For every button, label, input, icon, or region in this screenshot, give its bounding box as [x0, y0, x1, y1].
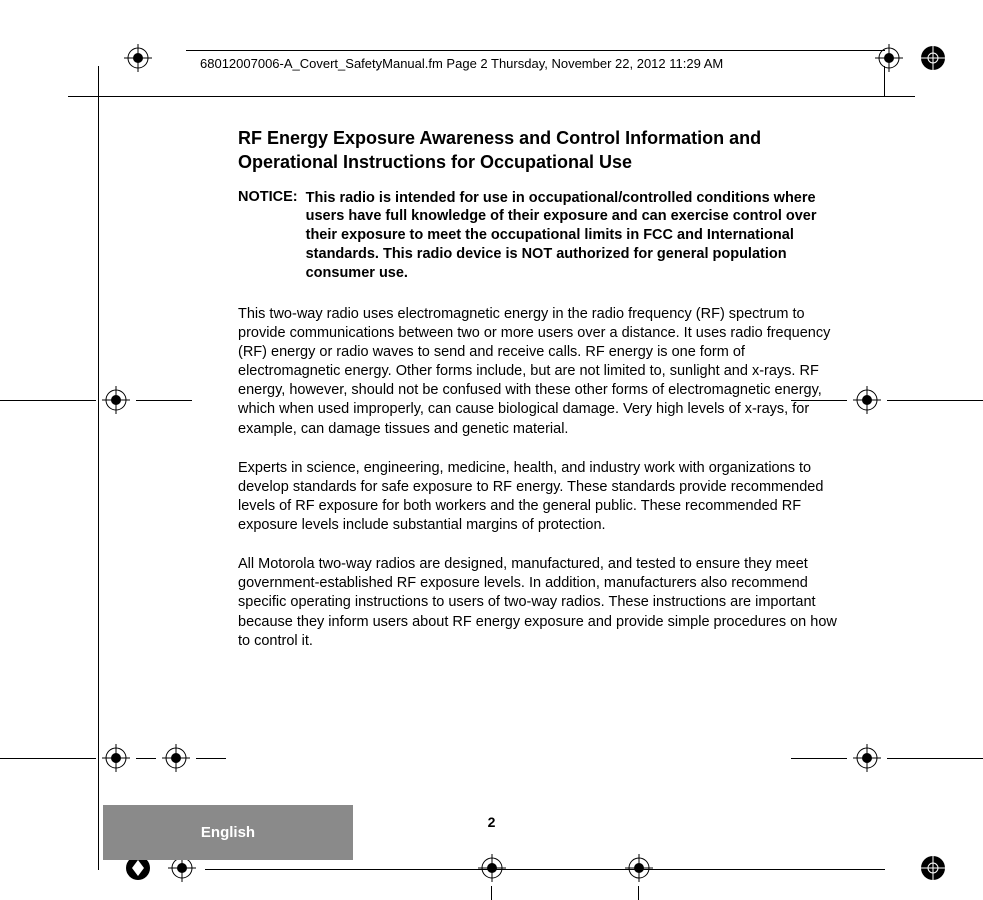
language-tab: English: [103, 805, 353, 860]
body-paragraph: Experts in science, engineering, medicin…: [238, 459, 846, 536]
registration-mark-icon: [102, 386, 130, 414]
page-title: RF Energy Exposure Awareness and Control…: [238, 126, 846, 175]
body-paragraph: All Motorola two-way radios are designed…: [238, 555, 846, 651]
page-content: RF Energy Exposure Awareness and Control…: [238, 126, 846, 671]
crop-tick: [638, 886, 639, 900]
footer-rule: [205, 869, 885, 870]
frame-top-rule: [98, 96, 885, 97]
registration-mark-icon: [875, 44, 903, 72]
registration-mark-icon: [853, 744, 881, 772]
crop-mark-row: [783, 744, 983, 772]
header-rule: [186, 50, 885, 51]
registration-mark-icon: [478, 854, 506, 882]
registration-mark-icon: [102, 744, 130, 772]
registration-mark-icon: [162, 744, 190, 772]
registration-mark-icon: [124, 44, 152, 72]
registration-mark-icon: [919, 854, 947, 882]
running-head: 68012007006-A_Covert_SafetyManual.fm Pag…: [200, 56, 723, 71]
crop-mark-row: [0, 386, 200, 414]
registration-mark-icon: [625, 854, 653, 882]
registration-mark-icon: [853, 386, 881, 414]
crop-tick: [491, 886, 492, 900]
notice-text: This radio is intended for use in occupa…: [306, 189, 846, 283]
notice-label: NOTICE:: [238, 189, 298, 283]
body-paragraph: This two-way radio uses electromagnetic …: [238, 305, 846, 439]
notice-block: NOTICE: This radio is intended for use i…: [238, 189, 846, 283]
crop-mark-row: [0, 744, 240, 772]
registration-mark-icon: [919, 44, 947, 72]
